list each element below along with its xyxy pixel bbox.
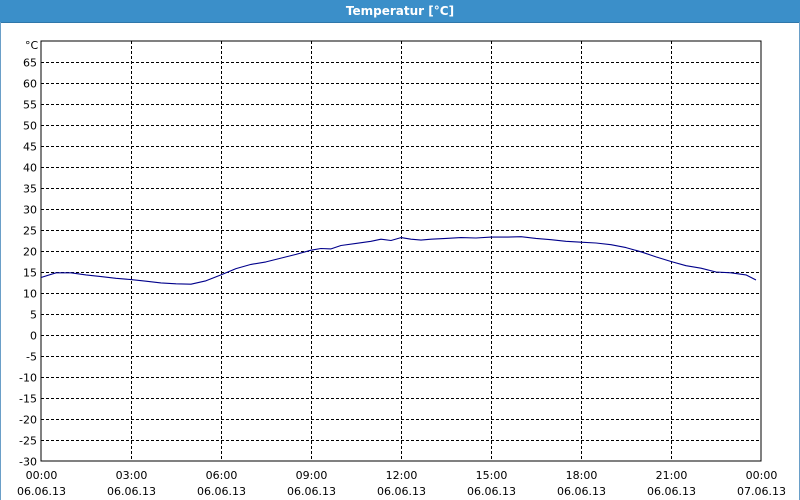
x-tick-date-label: 06.06.13 <box>377 485 426 498</box>
window-border-left <box>0 22 1 500</box>
y-tick-label: -30 <box>19 456 37 469</box>
x-tick-date-label: 06.06.13 <box>287 485 336 498</box>
y-tick-label: 20 <box>23 246 37 259</box>
x-tick-date-label: 07.06.13 <box>737 485 786 498</box>
y-tick-label: 10 <box>23 288 37 301</box>
y-tick-label: 65 <box>23 57 37 70</box>
x-tick-time-label: 21:00 <box>656 469 688 482</box>
y-tick-label: 50 <box>23 120 37 133</box>
x-tick-time-label: 03:00 <box>116 469 148 482</box>
x-tick-date-label: 06.06.13 <box>107 485 156 498</box>
x-tick-time-label: 18:00 <box>566 469 598 482</box>
y-tick-label: -10 <box>19 372 37 385</box>
x-tick-date-label: 06.06.13 <box>647 485 696 498</box>
y-tick-label: -25 <box>19 435 37 448</box>
x-tick-time-label: 15:00 <box>476 469 508 482</box>
x-tick-time-label: 06:00 <box>206 469 238 482</box>
y-tick-label: -20 <box>19 414 37 427</box>
x-tick-time-label: 09:00 <box>296 469 328 482</box>
temperature-series-line <box>40 236 757 285</box>
x-tick-date-label: 06.06.13 <box>197 485 246 498</box>
y-tick-label: 60 <box>23 78 37 91</box>
y-tick-label: 40 <box>23 162 37 175</box>
y-axis-unit-label: °C <box>25 39 39 52</box>
y-tick-label: -5 <box>26 351 37 364</box>
axis-layer: 65605550454035302520151050-5-10-15-20-25… <box>17 39 786 498</box>
y-tick-label: 0 <box>30 330 37 343</box>
x-tick-time-label: 00:00 <box>26 469 58 482</box>
x-tick-date-label: 06.06.13 <box>557 485 606 498</box>
plot-frame <box>40 40 762 462</box>
y-tick-label: 45 <box>23 141 37 154</box>
chart-title: Temperatur [°C] <box>0 0 800 23</box>
y-tick-label: 55 <box>23 99 37 112</box>
y-tick-label: 5 <box>30 309 37 322</box>
x-tick-time-label: 12:00 <box>386 469 418 482</box>
y-tick-label: 15 <box>23 267 37 280</box>
y-tick-label: 30 <box>23 204 37 217</box>
x-tick-date-label: 06.06.13 <box>467 485 516 498</box>
y-tick-label: -15 <box>19 393 37 406</box>
x-tick-time-label: 00:00 <box>746 469 778 482</box>
y-tick-label: 25 <box>23 225 37 238</box>
grid-layer <box>41 41 761 461</box>
x-tick-date-label: 06.06.13 <box>17 485 66 498</box>
y-tick-label: 35 <box>23 183 37 196</box>
series-layer <box>40 236 757 285</box>
